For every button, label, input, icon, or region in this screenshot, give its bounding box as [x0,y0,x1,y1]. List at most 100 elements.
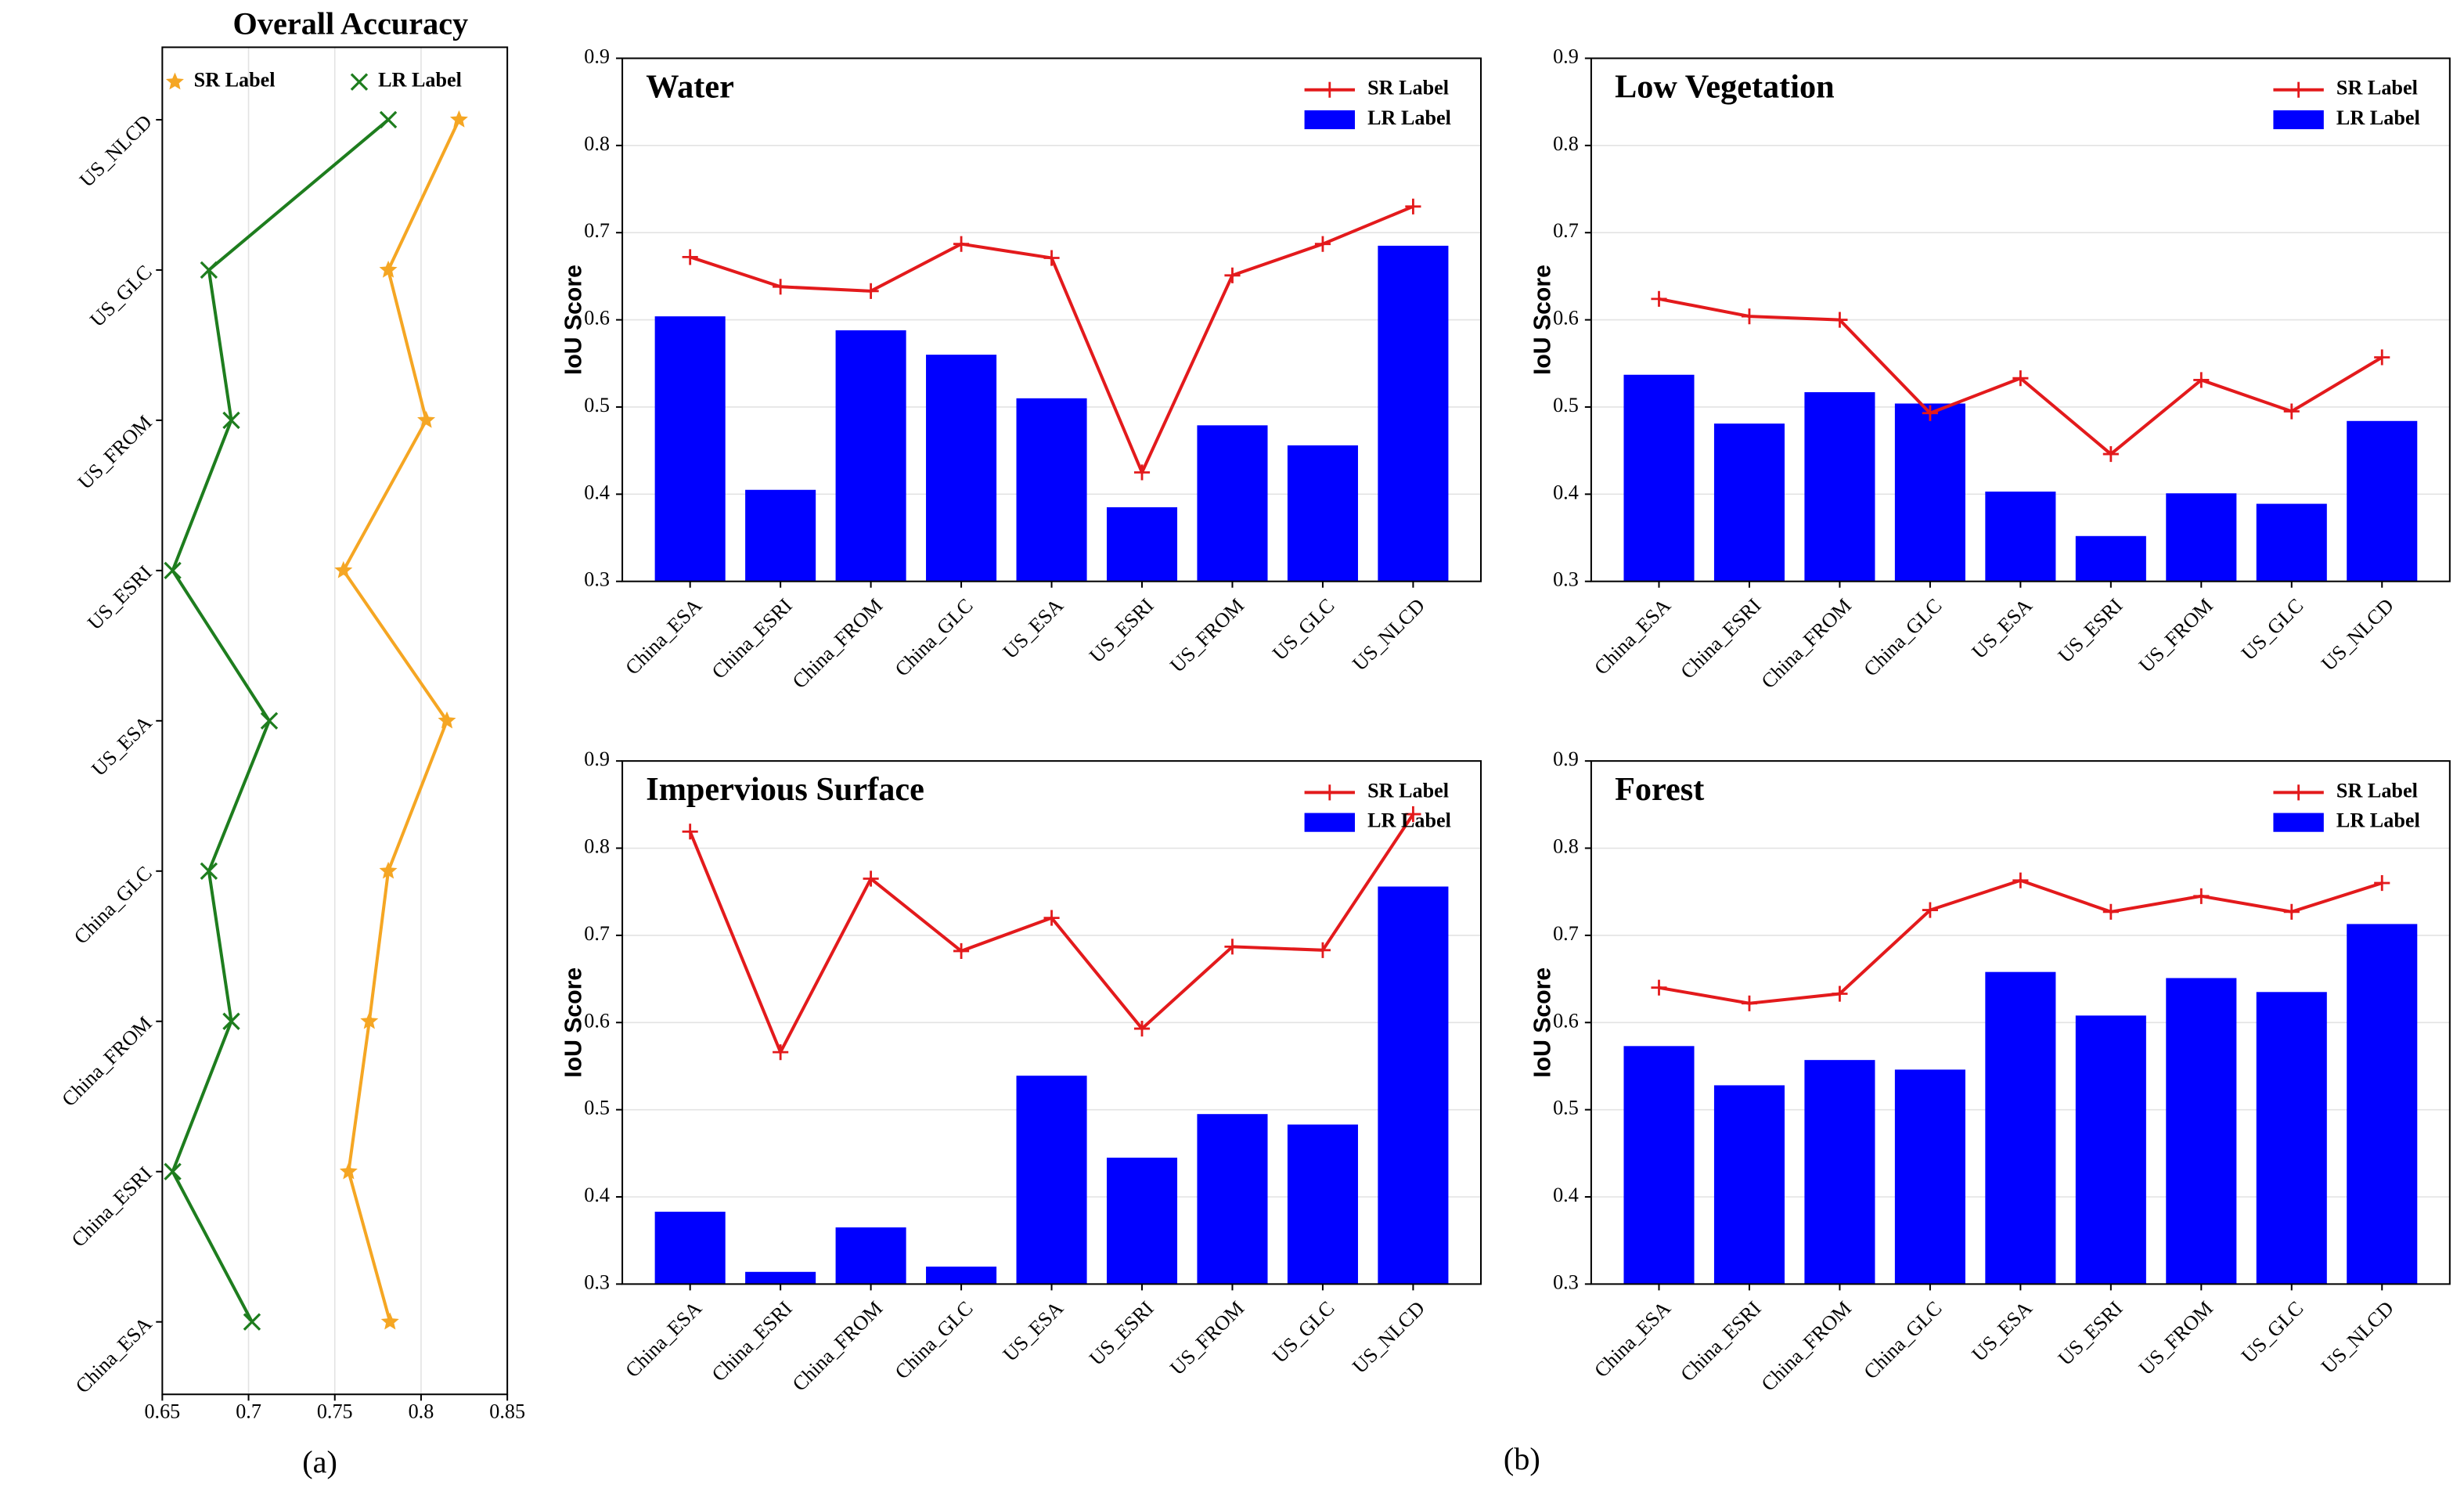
point [863,283,879,299]
bar [1623,374,1695,582]
point [682,249,698,265]
y-tick-label: 0.5 [1553,394,1579,416]
point [417,410,436,428]
point [2283,403,2300,420]
bar [2166,493,2237,582]
x-tick-label: US_FROM [1165,1297,1248,1380]
x-tick-label: US_GLC [2237,1297,2307,1368]
y-tick-label: 0.5 [584,394,610,416]
point [1133,464,1151,481]
bar [1985,971,2056,1285]
y-tick-label: 0.4 [584,481,610,503]
bar [1016,1076,1087,1285]
bar [1623,1046,1695,1285]
point [1224,939,1241,955]
legend-marker [165,72,184,90]
point [1922,405,1938,421]
bar [2347,420,2418,582]
x-tick-label: China_ESRI [708,1297,797,1386]
bar [1016,398,1087,582]
legend-swatch [1304,813,1355,832]
y-tick-label: 0.7 [584,922,610,945]
point [953,236,970,252]
point [1314,942,1331,958]
series-line [171,118,390,1323]
point [2374,875,2390,892]
bar [1894,1069,1965,1285]
x-tick-label: China_GLC [891,594,978,681]
x-tick-label: US_ESA [1968,594,2037,663]
y-tick-label: 0.6 [1553,1009,1579,1032]
point [438,711,456,729]
x-tick-label: China_ESA [1590,1296,1675,1382]
point [1741,308,1758,325]
point [773,1044,789,1061]
y-tick-label: 0.4 [1553,1184,1579,1206]
point [243,1313,261,1331]
bar [835,1227,906,1285]
y-tick-label: 0.6 [584,1009,610,1032]
x-tick-label: China_ESRI [708,594,797,683]
bar [1378,245,1449,582]
point [2193,888,2210,904]
point [1043,250,1060,266]
chart-title: Overall Accuracy [233,5,469,41]
x-tick-label: US_GLC [1268,1297,1338,1368]
x-tick-label: US_ESRI [1085,594,1158,667]
legend-marker [350,73,369,91]
point [1651,979,1667,996]
y-tick-label: 0.9 [1553,45,1579,67]
bar [2075,535,2146,582]
point [953,942,970,960]
point [2283,903,2300,920]
chart-title: Water [646,68,734,105]
x-tick-label: US_FROM [1165,594,1248,677]
legend-swatch [2273,813,2324,832]
y-axis-label: IoU Score [561,265,587,375]
x-tick-label: China_ESA [621,594,706,679]
bar [1378,886,1449,1285]
bar [1106,507,1178,582]
point [164,1162,182,1180]
point [380,1312,399,1330]
bar [1713,1085,1785,1285]
point [2374,349,2390,366]
legend-label: SR Label [194,69,276,92]
bar [1804,392,1875,582]
y-tick-label: 0.5 [584,1097,610,1119]
x-tick-label: US_ESA [1968,1296,2037,1365]
y-tick-label: 0.3 [1553,1270,1579,1293]
y-axis-label: IoU Score [1529,968,1555,1078]
bar [1894,403,1965,582]
x-tick-label: US_GLC [1268,594,1338,665]
point [1314,236,1331,252]
x-tick-label: US_ESRI [2054,1297,2127,1370]
bar [654,1211,726,1285]
y-tick-label: US_GLC [85,261,156,331]
x-tick-label: US_GLC [2237,594,2307,665]
x-tick-label: China_FROM [1757,594,1856,693]
x-tick-label: 0.8 [409,1400,434,1422]
x-tick-label: US_NLCD [2317,594,2398,676]
point [2102,903,2119,920]
point [2102,446,2119,463]
legend-label: SR Label [2336,77,2418,99]
legend-label: LR Label [378,69,462,92]
x-tick-label: US_FROM [2134,594,2217,677]
y-tick-label: 0.3 [584,1270,610,1293]
bar [745,489,816,582]
y-tick-label: 0.3 [1553,568,1579,591]
y-tick-label: 0.8 [584,835,610,858]
y-tick-label: 0.9 [1553,748,1579,770]
x-tick-label: US_ESA [999,1296,1068,1365]
bar [2256,992,2327,1285]
point [1832,986,1848,1002]
bar [2075,1015,2146,1285]
bar [1804,1060,1875,1285]
bar [2347,924,2418,1285]
x-tick-label: China_ESA [621,1296,706,1382]
point [2193,372,2210,388]
panel-caption: (a) [302,1444,337,1479]
x-tick-label: China_FROM [788,1297,887,1396]
y-tick-label: 0.9 [584,45,610,67]
